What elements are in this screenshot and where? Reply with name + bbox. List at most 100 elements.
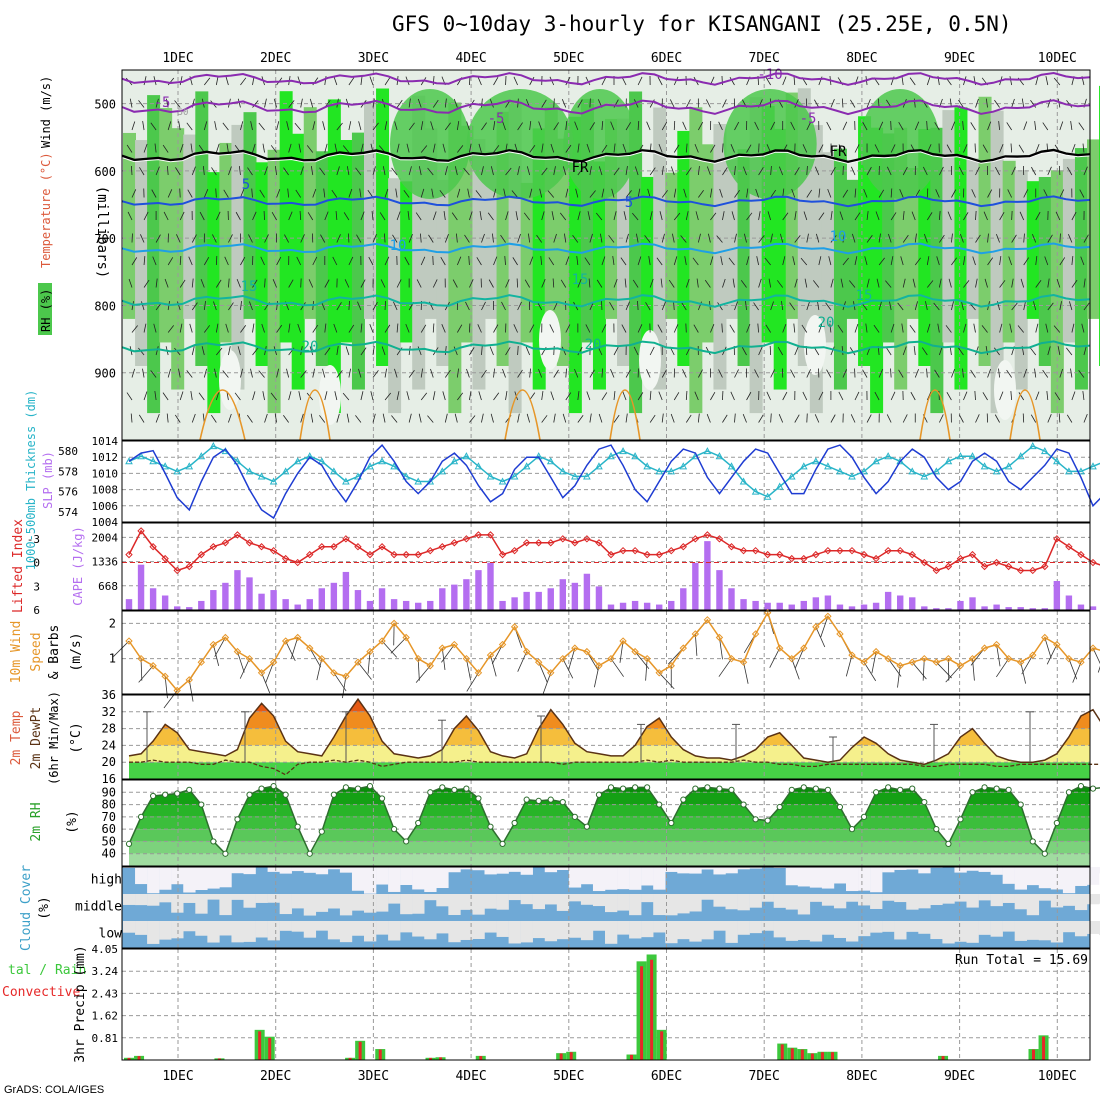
cloud-cell (653, 894, 666, 916)
wind-speed-line-point (559, 654, 567, 663)
wind-barb (553, 301, 558, 311)
wind-barb (1071, 323, 1075, 333)
cloud-cell (954, 867, 967, 873)
cloud-cell (207, 867, 220, 889)
wind-barb (348, 188, 353, 198)
rh2m-line-point (1053, 819, 1060, 827)
wind-barb (983, 211, 988, 221)
cloud-cell (508, 867, 521, 872)
wind-barb (264, 234, 269, 243)
thickness-line-point (305, 452, 314, 460)
wind-barb (585, 76, 591, 86)
wind-barb (324, 279, 330, 288)
wind-barb (670, 413, 675, 423)
cloud-cell (195, 894, 208, 914)
cape-bar (535, 591, 542, 610)
temp-contour-25 (199, 389, 246, 441)
wind-barb (589, 413, 592, 423)
wind-barb (939, 234, 945, 243)
wind-barb (529, 256, 534, 266)
wind-barb (469, 415, 476, 423)
wind-barb (601, 256, 606, 266)
cloud-cell (412, 921, 425, 937)
wind-barb (469, 347, 475, 356)
wind-barb (142, 368, 145, 378)
wind-barb (547, 190, 555, 198)
wind-barb (649, 346, 655, 356)
cloud-cell (460, 867, 473, 870)
thickness-line-point (1028, 442, 1037, 450)
wind-barb (770, 189, 777, 198)
wind-barb (444, 369, 451, 378)
wind-barb (1053, 77, 1061, 86)
cloud-cell (303, 921, 317, 938)
wind-barb (716, 235, 723, 243)
wind-barb (1035, 391, 1040, 401)
lifted-index-line-point (679, 543, 688, 551)
wind-barb (360, 279, 366, 288)
cloud-cell (472, 894, 485, 915)
rh-band (376, 88, 390, 366)
precip-convective-bar (569, 1052, 573, 1060)
wind-barb (336, 370, 343, 378)
wind-barb (126, 392, 133, 401)
wind-barb (866, 234, 873, 243)
wind-barb (842, 257, 849, 266)
wind-barb (1023, 189, 1029, 198)
wind-barb (706, 413, 711, 423)
cape-bar (475, 570, 482, 610)
wind-barb (1006, 122, 1012, 131)
wind-barb (948, 278, 952, 288)
wind-barb (517, 166, 520, 176)
cloud-cell (906, 921, 919, 932)
wind-barb (673, 76, 679, 86)
wind-barb (770, 233, 773, 243)
precip-convective-bar (358, 1041, 362, 1060)
wind-barb (577, 167, 584, 176)
thickness-line-point (944, 457, 953, 465)
cape-bar (258, 593, 265, 610)
wind-barb (475, 190, 482, 198)
wind-barb (854, 391, 860, 401)
lifted-index-line-point (763, 550, 772, 559)
wind-barb-10m (415, 665, 431, 683)
wind-speed-line-point (800, 644, 808, 652)
cloud-cell (918, 894, 931, 909)
wind-barb (854, 323, 859, 333)
lifted-tick-label: 3 (33, 580, 40, 593)
wind-barb (866, 414, 872, 423)
thickness-line-point (450, 457, 459, 465)
wind-barb (613, 167, 620, 176)
cloud-cell (1074, 921, 1088, 937)
thickness-line-point (378, 457, 386, 465)
cloud-cell (135, 921, 148, 935)
cloud-cell (592, 894, 606, 907)
wind-barb (878, 257, 885, 266)
wind-barb (176, 234, 181, 243)
cloud-cell (665, 867, 678, 872)
cloud-cell (833, 894, 847, 909)
wind-barb (874, 391, 880, 401)
wind-speed-line-point (968, 654, 977, 663)
cloud-cell (978, 894, 991, 901)
wind-barb (926, 212, 933, 221)
wind-barb (1030, 414, 1037, 423)
thickness-line-point (522, 462, 531, 470)
lifted-index-line-point (330, 543, 338, 551)
wind-speed-line-point (944, 654, 953, 663)
cloud-cell (123, 894, 136, 905)
wind-barb (1034, 121, 1037, 131)
cloud-level-label: high (91, 873, 122, 888)
wind-barb (367, 189, 374, 198)
cloud-cell (1038, 894, 1052, 901)
wind-barb (355, 167, 362, 176)
wind-barb (143, 391, 148, 401)
wind-barb (705, 99, 711, 108)
rh2m-tick-label: 50 (102, 834, 116, 848)
temp-contour-10 (121, 242, 1091, 255)
cloud-cell (267, 921, 280, 941)
rh2m-line-point (282, 791, 289, 798)
wind-barb (260, 256, 265, 266)
rh-band (472, 138, 486, 390)
wind-barb (228, 302, 234, 311)
